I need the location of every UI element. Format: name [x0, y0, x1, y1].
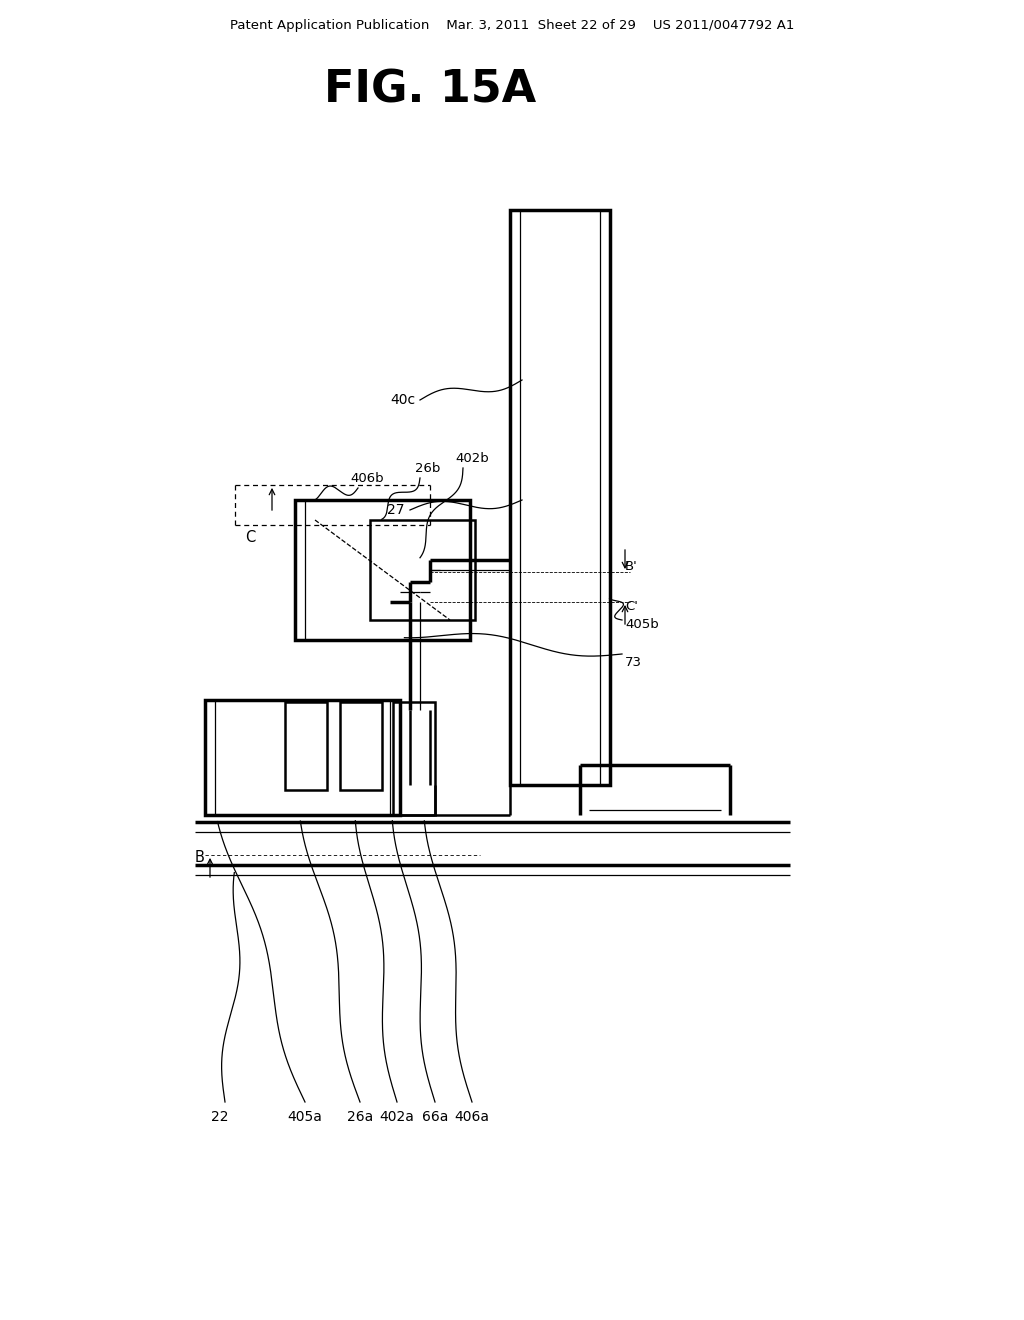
Text: Patent Application Publication    Mar. 3, 2011  Sheet 22 of 29    US 2011/004779: Patent Application Publication Mar. 3, 2…: [229, 18, 795, 32]
Bar: [295, 500, 470, 640]
Text: 22: 22: [211, 1110, 228, 1125]
Text: B': B': [625, 561, 638, 573]
Text: 27: 27: [387, 503, 406, 517]
Text: 406a: 406a: [455, 1110, 489, 1125]
Text: 402b: 402b: [455, 451, 488, 465]
Text: B: B: [196, 850, 205, 865]
Text: 402a: 402a: [380, 1110, 415, 1125]
Bar: [370, 520, 475, 620]
Text: 26a: 26a: [347, 1110, 373, 1125]
Text: 406b: 406b: [350, 473, 384, 484]
Text: C: C: [245, 531, 255, 545]
Text: C': C': [625, 601, 638, 614]
Text: 405b: 405b: [625, 619, 658, 631]
Text: 66a: 66a: [422, 1110, 449, 1125]
Bar: [205, 700, 400, 814]
Text: FIG. 15A: FIG. 15A: [324, 69, 537, 111]
Text: 405a: 405a: [288, 1110, 323, 1125]
Text: 40c: 40c: [390, 393, 415, 407]
Bar: [510, 210, 610, 785]
Text: 73: 73: [625, 656, 642, 668]
Text: 26b: 26b: [415, 462, 440, 475]
Bar: [393, 702, 435, 814]
Bar: [285, 702, 327, 789]
Bar: [340, 702, 382, 789]
